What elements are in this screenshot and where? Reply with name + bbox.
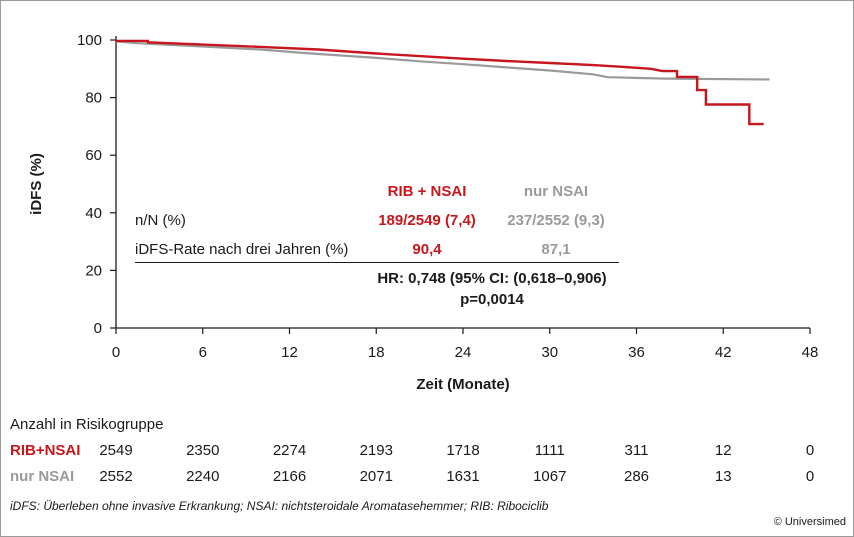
axes: 0 20 40 60 80 100 0 6 12 18 24 30 36 42 48 [77,32,818,361]
risk-count: 2549 [99,442,133,459]
risk-label-nsai: nur NSAI [10,468,75,485]
series-line-rib-nsai [116,39,764,126]
y-axis-title: iDFS (%) [28,153,45,215]
y-tick-label: 100 [77,32,102,49]
risk-label-rib: RIB+NSAI [10,442,81,459]
y-tick-label: 60 [85,147,102,164]
x-tick-label: 48 [802,344,819,361]
risk-count: 2193 [359,442,393,459]
risk-count: 1111 [534,442,565,459]
y-tick-label: 40 [85,205,102,222]
risk-count: 13 [714,468,732,485]
x-tick-label: 30 [541,344,558,361]
y-tick-label: 0 [94,320,102,337]
series-line-nur-nsai [115,40,770,81]
risk-count: 1631 [446,468,480,485]
risk-table-title: Anzahl in Risikogruppe [10,416,164,433]
risk-count: 286 [623,468,650,485]
risk-count: 2552 [99,468,133,485]
risk-count: 2071 [359,468,393,485]
table-row1-label: n/N (%) [135,212,186,229]
footnote: iDFS: Überleben ohne invasive Erkrankung… [10,499,549,513]
table-row2-label: iDFS-Rate nach drei Jahren (%) [135,241,349,258]
y-tick-label: 80 [85,90,102,107]
table-divider [135,262,619,263]
survival-curves [115,39,770,126]
x-tick-label: 18 [368,344,385,361]
table-row1-nsai: 237/2552 (9,3) [507,212,605,229]
p-value: p=0,0014 [460,291,524,308]
y-tick-label: 20 [85,262,102,279]
risk-count: 2166 [272,468,307,485]
hazard-ratio: HR: 0,748 (95% CI: (0,618–0,906) [377,270,607,287]
table-row1-rib: 189/2549 (7,4) [378,212,476,229]
risk-count: 2274 [272,442,307,459]
risk-count: 2240 [186,468,220,485]
x-tick-label: 6 [199,344,207,361]
x-tick-label: 24 [455,344,472,361]
table-row2-rib: 90,4 [412,241,442,258]
table-head-rib: RIB + NSAI [387,183,467,200]
risk-count: 0 [805,442,815,459]
x-tick-label: 42 [715,344,732,361]
risk-count: 1718 [446,442,480,459]
table-row2-nsai: 87,1 [541,241,571,258]
risk-count: 1067 [533,468,567,485]
risk-count: 0 [805,468,815,485]
x-tick-label: 12 [281,344,298,361]
x-axis-title: Zeit (Monate) [416,376,509,393]
x-tick-label: 0 [112,344,120,361]
copyright: © Universimed [773,516,846,528]
table-head-nsai: nur NSAI [523,183,589,200]
x-tick-label: 36 [628,344,645,361]
risk-count: 311 [624,442,649,459]
risk-count: 12 [714,442,732,459]
risk-count: 2350 [186,442,220,459]
